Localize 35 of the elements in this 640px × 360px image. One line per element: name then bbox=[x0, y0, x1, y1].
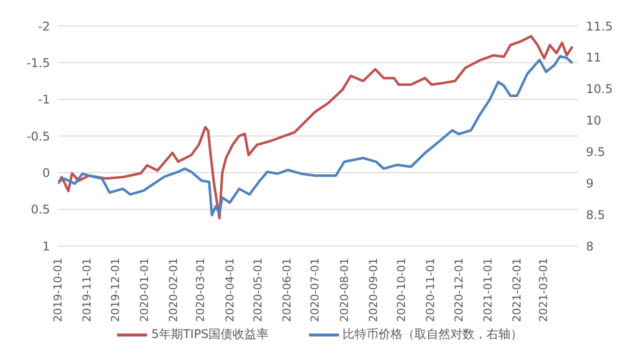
x-tick-label: 2020-12-01 bbox=[452, 258, 466, 322]
x-tick-label: 2020-03-01 bbox=[194, 258, 208, 322]
x-tick-label: 2019-10-01 bbox=[52, 258, 64, 322]
x-tick-label: 2020-11-01 bbox=[424, 258, 438, 322]
x-tick-label: 2020-08-01 bbox=[338, 258, 351, 322]
y2-tick-label: 10.5 bbox=[586, 82, 613, 96]
y-tick-label: -1 bbox=[38, 92, 50, 107]
x-tick-label: 2021-01-01 bbox=[481, 258, 494, 322]
y-tick-label: 1 bbox=[42, 239, 50, 254]
legend-label: 5年期TIPS国债收益率 bbox=[151, 326, 269, 343]
x-tick-label: 2020-09-01 bbox=[366, 258, 380, 322]
y2-tick-label: 8 bbox=[586, 239, 594, 254]
x-tick-label: 2020-07-01 bbox=[308, 258, 322, 322]
y-tick-label: 0.5 bbox=[30, 202, 50, 217]
y2-tick-label: 9 bbox=[586, 176, 594, 190]
y-tick-label: -1.5 bbox=[26, 56, 50, 70]
x-tick-label: 2019-11-01 bbox=[80, 258, 94, 322]
x-tick-label: 2020-05-01 bbox=[251, 258, 264, 322]
y2-tick-label: 10 bbox=[586, 114, 602, 128]
x-tick-label: 2020-10-01 bbox=[395, 258, 408, 322]
y2-tick-label: 11.5 bbox=[586, 19, 613, 34]
x-tick-label: 2021-03-01 bbox=[536, 258, 550, 322]
y2-tick-label: 9.5 bbox=[586, 144, 606, 159]
x-tick-label: 2020-06-01 bbox=[280, 258, 294, 322]
y2-tick-label: 8.5 bbox=[586, 208, 606, 222]
x-tick-label: 2020-04-01 bbox=[223, 258, 236, 322]
y-tick-label: -2 bbox=[38, 19, 50, 34]
y-tick-label: -0.5 bbox=[26, 129, 50, 144]
x-tick-label: 2020-02-01 bbox=[166, 258, 180, 322]
legend-label: 比特币价格（取自然对数，右轴） bbox=[342, 326, 523, 343]
y2-tick-label: 11 bbox=[586, 50, 602, 65]
x-tick-label: 2019-12-01 bbox=[108, 258, 122, 322]
x-tick-label: 2021-02-01 bbox=[510, 258, 524, 322]
x-tick-label: 2020-01-01 bbox=[138, 258, 151, 322]
y-tick-label: 0 bbox=[42, 166, 50, 180]
